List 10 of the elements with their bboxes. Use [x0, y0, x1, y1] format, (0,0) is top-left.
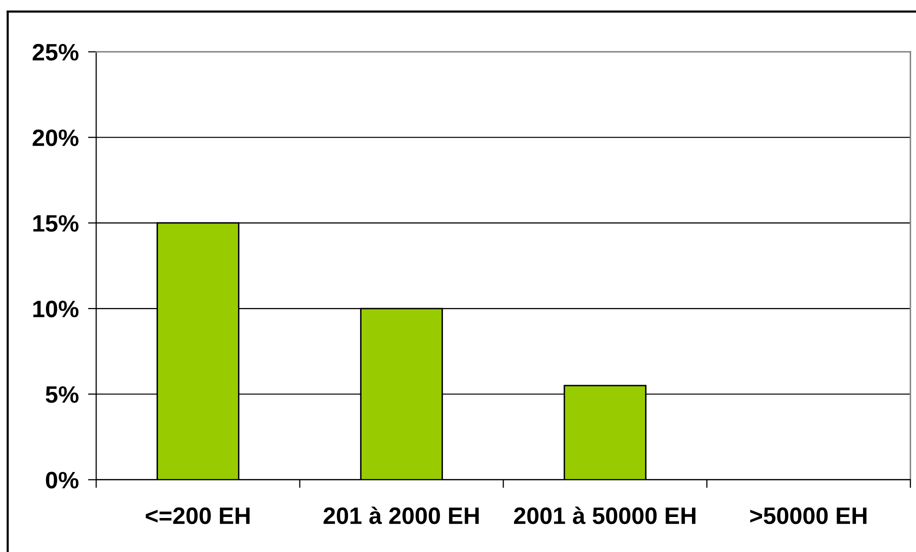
x-tick-label: <=200 EH: [146, 507, 250, 524]
y-tick-label: 20%: [32, 129, 78, 146]
y-tick-label: 15%: [33, 215, 78, 232]
y-tick-label: 0%: [46, 472, 78, 488]
x-tick-label: 201 à 2000 EH: [324, 506, 479, 524]
y-tick-label: 5%: [46, 386, 78, 403]
x-tick-label: >50000 EH: [750, 507, 866, 524]
x-tick-label: 2001 à 50000 EH: [514, 506, 696, 524]
y-tick-label: 10%: [33, 300, 78, 318]
y-tick-label: 25%: [32, 44, 78, 61]
